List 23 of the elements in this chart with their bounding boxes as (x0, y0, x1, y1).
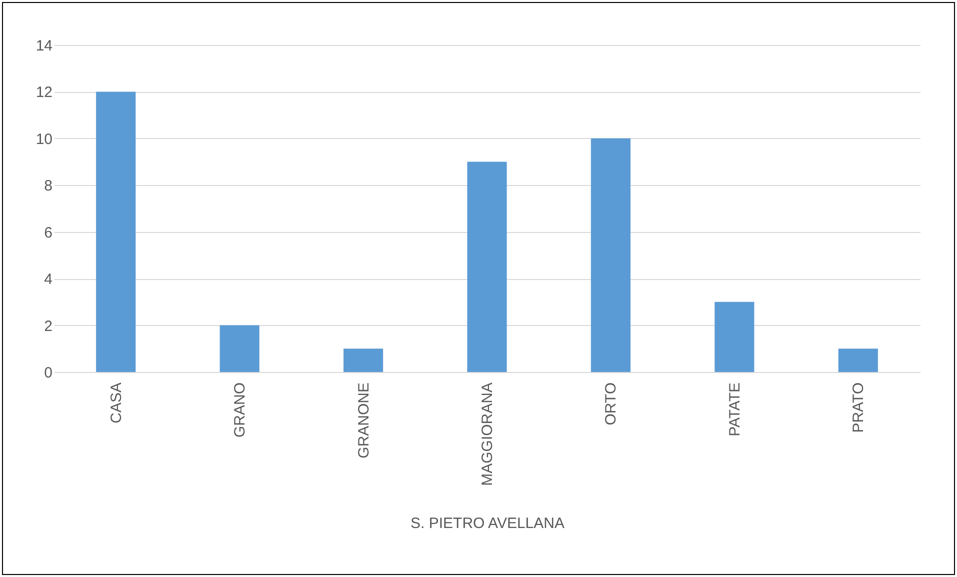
x-tick-label: GRANONE (355, 382, 372, 458)
y-tick-label: 4 (44, 271, 52, 288)
y-tick-label: 8 (44, 178, 52, 195)
bar (714, 302, 754, 372)
x-tick-label: ORTO (602, 382, 620, 426)
x-tick-label: PATATE (726, 382, 744, 436)
x-tick-label: MAGGIORANA (479, 382, 496, 486)
bar (343, 348, 384, 372)
x-tick-label: GRANO (232, 382, 249, 438)
bar (590, 138, 631, 372)
x-tick-label: PRATO (850, 382, 868, 433)
bar (96, 92, 136, 372)
bar (838, 348, 878, 372)
y-tick-label: 6 (44, 224, 52, 242)
y-tick-label: 0 (44, 364, 52, 382)
bar (467, 162, 507, 372)
x-tick-label: CASA (108, 382, 125, 424)
y-tick-label: 2 (44, 318, 52, 335)
bar (220, 325, 260, 372)
y-tick-label: 10 (36, 130, 52, 148)
y-tick-label: 14 (36, 38, 52, 54)
x-axis-title: S. PIETRO AVELLANA (410, 514, 564, 532)
y-tick-label: 12 (36, 84, 52, 102)
